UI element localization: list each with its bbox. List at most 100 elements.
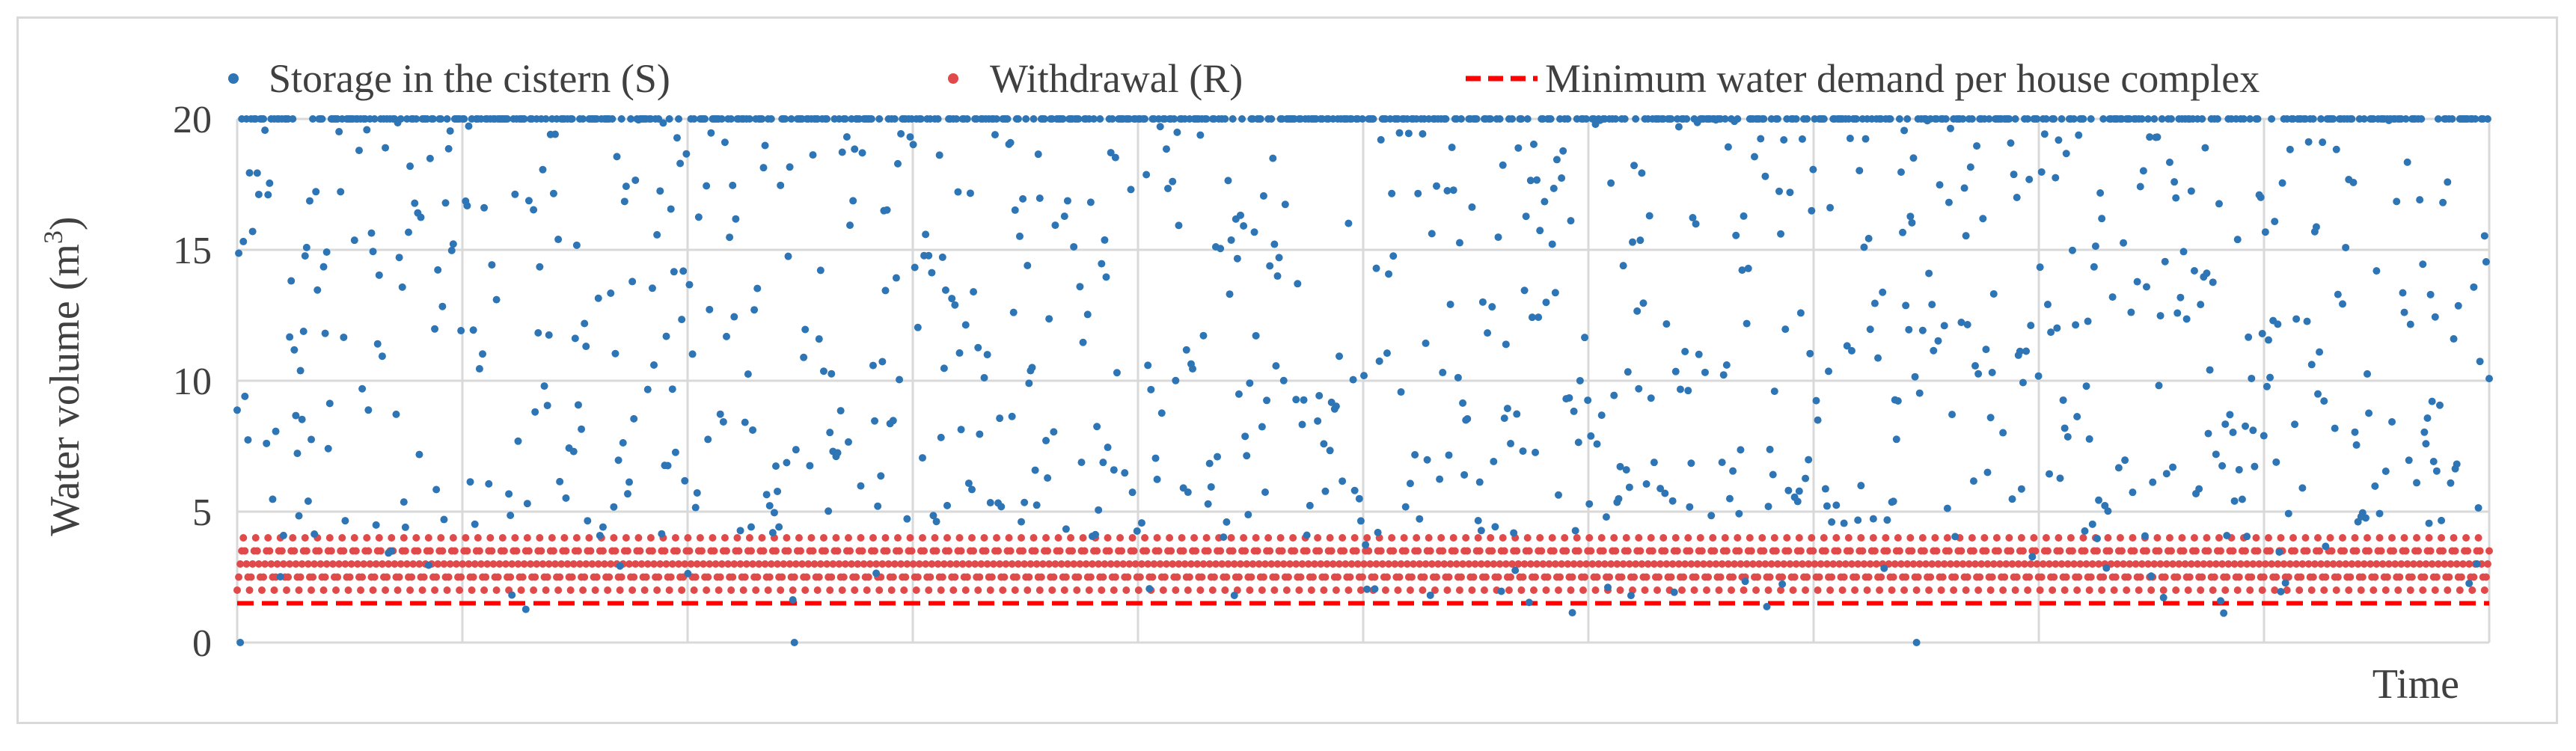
withdrawal-point [1321, 573, 1330, 581]
withdrawal-point [783, 534, 791, 542]
withdrawal-point [970, 547, 978, 555]
withdrawal-point [1211, 560, 1220, 568]
storage-point [460, 115, 468, 123]
withdrawal-point [789, 586, 797, 594]
storage-point [1930, 346, 1938, 355]
withdrawal-point [2001, 573, 2009, 581]
storage-point [2419, 260, 2427, 269]
storage-point [955, 349, 964, 357]
storage-point [1668, 497, 1677, 505]
storage-point [897, 129, 905, 138]
storage-point [2275, 548, 2283, 556]
withdrawal-point [829, 560, 837, 568]
withdrawal-point [1520, 560, 1529, 568]
withdrawal-point [2236, 560, 2245, 568]
withdrawal-point [2036, 586, 2044, 594]
storage-point [1900, 126, 1909, 135]
storage-point [2028, 553, 2037, 561]
withdrawal-point [1340, 547, 1348, 555]
storage-point [2150, 115, 2159, 123]
storage-point [540, 382, 548, 390]
withdrawal-point [977, 560, 985, 568]
withdrawal-point [2150, 560, 2159, 568]
withdrawal-point [1088, 560, 1096, 568]
y-tick-label-2: 10 [173, 361, 212, 403]
withdrawal-point [1414, 547, 1422, 555]
withdrawal-point [2345, 586, 2353, 594]
withdrawal-point [671, 534, 679, 542]
storage-point [1616, 462, 1624, 470]
storage-point [2251, 462, 2259, 470]
withdrawal-point [1962, 586, 1970, 594]
storage-point [1808, 206, 1816, 215]
storage-point [1744, 264, 1752, 272]
withdrawal-point [1258, 586, 1266, 594]
withdrawal-point [1576, 560, 1584, 568]
withdrawal-point [1130, 547, 1138, 555]
storage-point [1911, 373, 1919, 381]
storage-point [996, 414, 1004, 423]
withdrawal-point [247, 573, 255, 581]
storage-point [313, 286, 322, 294]
storage-point [471, 520, 479, 528]
withdrawal-point [2215, 534, 2223, 542]
withdrawal-point [2087, 573, 2095, 581]
withdrawal-point [1449, 534, 1457, 542]
storage-point [582, 343, 590, 351]
withdrawal-point [2066, 534, 2075, 542]
withdrawal-point [2246, 586, 2254, 594]
withdrawal-point [2485, 547, 2493, 555]
storage-point [1639, 299, 1648, 307]
withdrawal-point [1142, 547, 1151, 555]
withdrawal-point [854, 560, 862, 568]
storage-point [1803, 115, 1811, 123]
storage-point [1988, 368, 1996, 376]
withdrawal-point [500, 547, 508, 555]
storage-point [1344, 219, 1353, 227]
withdrawal-point [926, 573, 934, 581]
withdrawal-point [1508, 560, 1517, 568]
withdrawal-point [2258, 586, 2266, 594]
storage-point [2286, 145, 2294, 153]
withdrawal-point [819, 534, 827, 542]
storage-point [1244, 511, 1252, 519]
withdrawal-point [1307, 586, 1315, 594]
storage-point [857, 482, 865, 490]
storage-point [1169, 177, 1177, 186]
withdrawal-point [673, 547, 681, 555]
withdrawal-point [1835, 560, 1844, 568]
withdrawal-point [1025, 573, 1033, 581]
withdrawal-point [554, 586, 563, 594]
withdrawal-point [866, 560, 874, 568]
withdrawal-point [254, 560, 263, 568]
withdrawal-point [523, 534, 531, 542]
storage-point [2400, 308, 2408, 316]
withdrawal-point [858, 547, 866, 555]
storage-point [658, 530, 666, 538]
storage-point [233, 406, 241, 414]
withdrawal-point [1315, 547, 1324, 555]
withdrawal-point [591, 586, 599, 594]
storage-point [578, 425, 586, 433]
storage-point [1142, 171, 1151, 179]
storage-point [607, 289, 615, 298]
withdrawal-point [319, 586, 328, 594]
withdrawal-point [1805, 560, 1813, 568]
storage-point [614, 456, 622, 465]
withdrawal-point [1122, 586, 1131, 594]
withdrawal-point [1777, 586, 1785, 594]
withdrawal-point [1667, 573, 1675, 581]
withdrawal-point [2348, 560, 2356, 568]
storage-point [800, 353, 808, 361]
storage-point [1377, 135, 1385, 144]
withdrawal-point [1468, 586, 1476, 594]
withdrawal-point [2426, 547, 2435, 555]
storage-point [1784, 486, 1793, 494]
storage-point [2257, 193, 2265, 201]
storage-point [542, 115, 550, 123]
withdrawal-point [1406, 586, 1414, 594]
withdrawal-point [1994, 547, 2002, 555]
withdrawal-point [581, 573, 589, 581]
withdrawal-point [290, 547, 299, 555]
storage-point [961, 321, 970, 329]
